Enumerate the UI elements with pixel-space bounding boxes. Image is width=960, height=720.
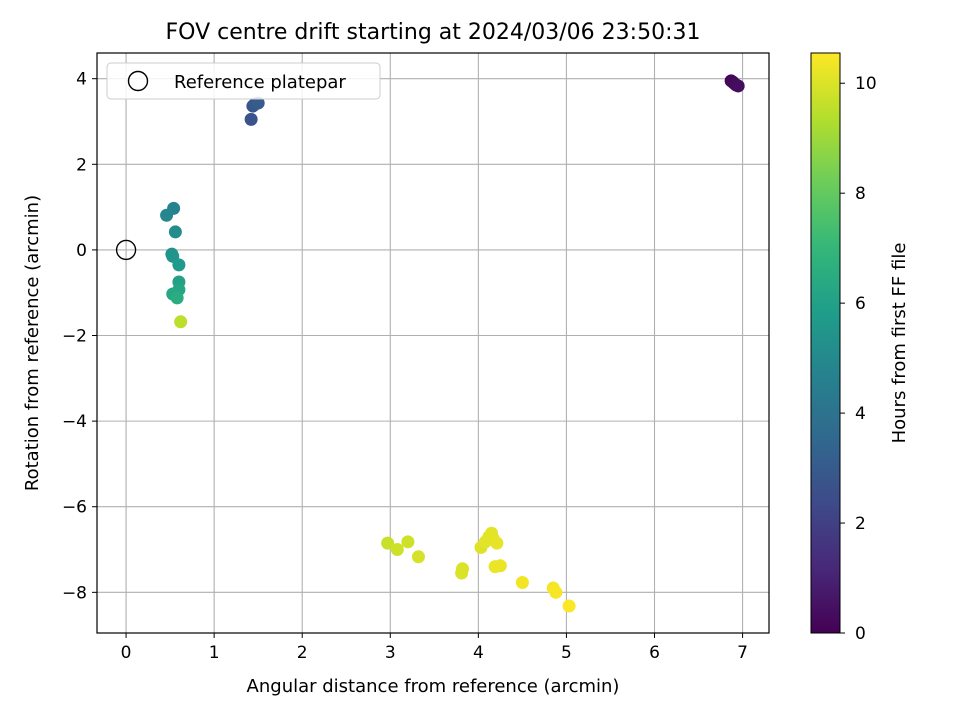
plot-area: 0 1 2 3 4 5 6 7 −8 −6 −4 −2 0 2 4 — [62, 52, 770, 663]
scatter-point — [401, 535, 415, 549]
x-tick-label: 2 — [297, 643, 308, 663]
plot-frame — [96, 52, 770, 634]
scatter-point — [172, 258, 186, 272]
scatter-point — [490, 536, 504, 550]
reference-platepar-point — [115, 239, 137, 261]
colorbar-label: Hours from first FF file — [889, 243, 910, 444]
colorbar-tick-label: 10 — [855, 74, 877, 94]
colorbar-ticks: 0 2 4 6 8 10 — [840, 74, 877, 644]
x-tick-label: 7 — [737, 643, 748, 663]
scatter-point — [411, 550, 425, 564]
colorbar-tick-label: 8 — [855, 184, 866, 204]
x-tick-label: 1 — [209, 643, 220, 663]
scatter-point — [160, 208, 174, 222]
colorbar-tick-label: 4 — [855, 404, 866, 424]
y-axis-label: Rotation from reference (arcmin) — [22, 195, 43, 491]
colorbar-gradient — [810, 52, 841, 634]
x-axis-label: Angular distance from reference (arcmin) — [247, 676, 620, 697]
colorbar-tick-label: 0 — [855, 624, 866, 644]
y-tick-label: 0 — [76, 241, 87, 261]
x-tick-label: 0 — [121, 643, 132, 663]
grid-lines — [97, 53, 769, 633]
x-tick-label: 4 — [473, 643, 484, 663]
y-tick-label: −4 — [62, 412, 87, 432]
legend-entry-label: Reference platepar — [174, 72, 346, 93]
y-tick-label: 2 — [76, 155, 87, 175]
scatter-point — [244, 112, 258, 126]
scatter-point — [549, 585, 563, 599]
legend: Reference platepar — [106, 62, 381, 100]
scatter-point — [515, 575, 529, 589]
y-tick-label: −2 — [62, 327, 87, 347]
y-tick-label: −6 — [62, 498, 87, 518]
colorbar-tick-label: 2 — [855, 514, 866, 534]
colorbar-tick-label: 6 — [855, 294, 866, 314]
scatter-point — [251, 96, 265, 110]
y-tick-label: −8 — [62, 583, 87, 603]
scatter-point — [168, 225, 182, 239]
x-tick-label: 5 — [561, 643, 572, 663]
chart-title: FOV centre drift starting at 2024/03/06 … — [166, 20, 701, 45]
x-tick-label: 3 — [385, 643, 396, 663]
colorbar: 0 2 4 6 8 10 Hours from first FF file — [810, 52, 910, 644]
scatter-point — [455, 566, 469, 580]
scatter-point — [731, 79, 745, 93]
legend-marker-circle — [127, 70, 149, 92]
scatter-point — [381, 536, 395, 550]
x-tick-label: 6 — [649, 643, 660, 663]
data-points — [115, 74, 745, 613]
y-tick-label: 4 — [76, 70, 87, 90]
scatter-point — [390, 543, 404, 557]
scatter-point — [170, 291, 184, 305]
axis-ticks: 0 1 2 3 4 5 6 7 −8 −6 −4 −2 0 2 4 — [62, 70, 748, 663]
scatter-point — [562, 599, 576, 613]
scatter-point — [493, 559, 507, 573]
legend-box — [106, 62, 381, 100]
scatter-point — [174, 315, 188, 329]
